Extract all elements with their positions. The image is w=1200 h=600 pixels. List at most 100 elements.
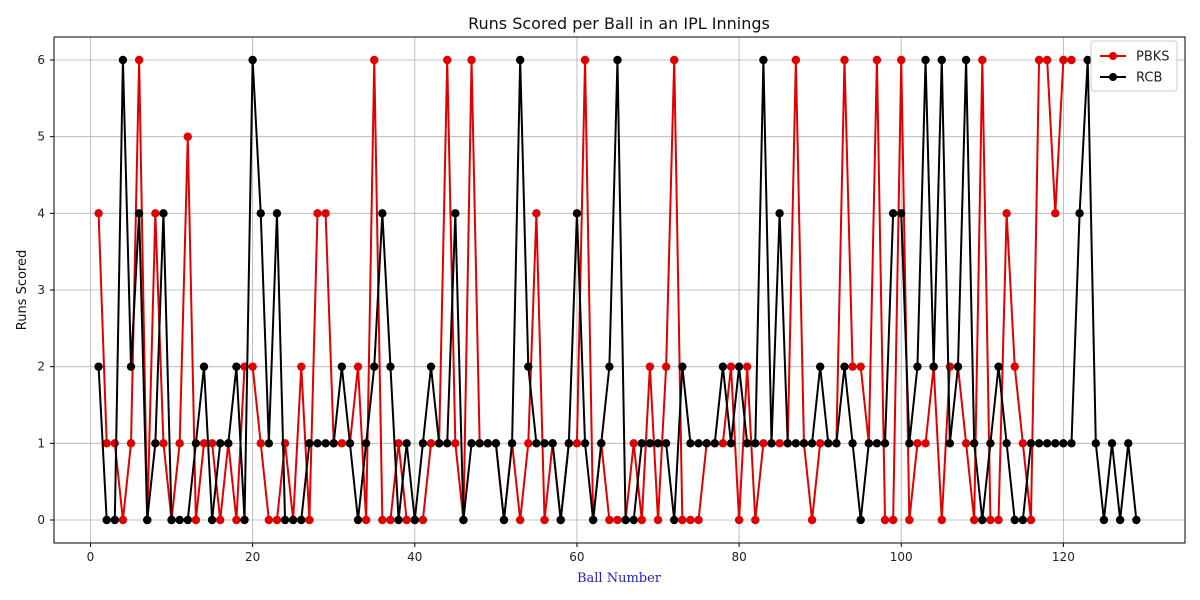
data-point-rcb [1018, 515, 1028, 525]
data-point-rcb [799, 439, 809, 448]
data-point-pbks [199, 439, 209, 448]
data-point-pbks [986, 515, 995, 525]
y-tick-label: 6 [37, 53, 45, 67]
data-point-rcb [580, 439, 590, 448]
data-point-pbks [580, 55, 590, 65]
data-point-rcb [159, 209, 168, 218]
data-point-pbks [913, 439, 922, 448]
series-layer [94, 55, 1141, 525]
data-point-rcb [1124, 439, 1133, 448]
data-point-pbks [467, 55, 476, 65]
data-point-pbks [175, 439, 184, 448]
data-point-pbks [134, 55, 144, 65]
data-point-pbks [734, 515, 744, 525]
data-point-rcb [402, 439, 411, 448]
data-point-pbks [402, 515, 411, 525]
data-point-rcb [1091, 439, 1101, 448]
data-point-pbks [856, 362, 865, 371]
data-point-pbks [807, 515, 817, 525]
data-point-rcb [337, 362, 347, 371]
data-point-rcb [742, 439, 752, 448]
data-point-rcb [710, 439, 719, 448]
data-point-rcb [426, 362, 436, 371]
data-point-rcb [986, 439, 995, 448]
data-point-pbks [515, 515, 525, 525]
data-point-pbks [126, 439, 136, 448]
data-point-rcb [734, 362, 744, 371]
data-point-pbks [1026, 515, 1036, 525]
data-point-pbks [110, 439, 120, 448]
data-point-pbks [540, 515, 549, 525]
data-point-rcb [410, 515, 419, 525]
data-point-rcb [937, 55, 946, 65]
data-point-rcb [1051, 439, 1060, 448]
data-point-pbks [670, 55, 679, 65]
data-point-rcb [443, 439, 452, 448]
data-point-rcb [313, 439, 322, 448]
data-point-pbks [426, 439, 436, 448]
data-point-pbks [970, 515, 979, 525]
data-point-rcb [621, 515, 630, 525]
data-point-pbks [686, 515, 695, 525]
data-point-pbks [751, 515, 760, 525]
data-point-rcb [143, 515, 152, 525]
x-tick-label: 20 [245, 550, 260, 564]
data-point-rcb [540, 439, 549, 448]
data-point-pbks [216, 515, 225, 525]
data-point-rcb [645, 439, 655, 448]
data-point-rcb [297, 515, 306, 525]
data-point-rcb [864, 439, 874, 448]
data-point-rcb [199, 362, 209, 371]
data-point-pbks [159, 439, 168, 448]
x-axis-label: Ball Number [577, 571, 662, 586]
data-point-pbks [264, 515, 274, 525]
data-point-rcb [126, 362, 136, 371]
data-point-rcb [499, 515, 509, 525]
data-point-rcb [1042, 439, 1052, 448]
data-point-rcb [880, 439, 890, 448]
data-point-pbks [94, 209, 103, 218]
data-point-rcb [548, 439, 557, 448]
data-point-rcb [678, 362, 687, 371]
data-point-rcb [418, 439, 428, 448]
series-rcb [94, 55, 1141, 525]
legend-box [1090, 40, 1178, 92]
data-point-rcb [378, 209, 387, 218]
data-point-pbks [791, 55, 801, 65]
data-point-rcb [483, 439, 492, 448]
data-point-rcb [905, 439, 914, 448]
legend-marker-rcb [1109, 73, 1117, 81]
y-tick-label: 2 [37, 360, 45, 374]
y-tick-label: 3 [37, 283, 45, 297]
x-tick-label: 100 [890, 550, 913, 564]
data-point-pbks [248, 362, 257, 371]
data-point-rcb [167, 515, 176, 525]
x-tick-label: 40 [407, 550, 422, 564]
data-point-rcb [321, 439, 330, 448]
data-point-rcb [305, 439, 314, 448]
data-point-rcb [872, 439, 882, 448]
data-point-pbks [637, 515, 646, 525]
data-point-pbks [994, 515, 1003, 525]
data-point-rcb [702, 439, 711, 448]
data-point-pbks [880, 515, 890, 525]
data-point-pbks [645, 362, 655, 371]
data-point-pbks [151, 209, 160, 218]
y-axis-label: Runs Scored [15, 250, 30, 331]
data-point-pbks [183, 132, 192, 141]
data-point-rcb [1075, 209, 1084, 218]
data-point-rcb [248, 55, 257, 65]
data-point-pbks [232, 515, 241, 525]
data-point-pbks [443, 55, 452, 65]
data-point-rcb [515, 55, 525, 65]
data-point-rcb [613, 55, 622, 65]
data-point-rcb [840, 362, 849, 371]
data-point-pbks [945, 362, 955, 371]
data-point-rcb [686, 439, 695, 448]
data-point-rcb [775, 209, 784, 218]
data-point-rcb [353, 515, 363, 525]
data-point-pbks [775, 439, 784, 448]
data-point-pbks [361, 515, 371, 525]
data-point-pbks [1010, 362, 1019, 371]
data-point-rcb [345, 439, 355, 448]
